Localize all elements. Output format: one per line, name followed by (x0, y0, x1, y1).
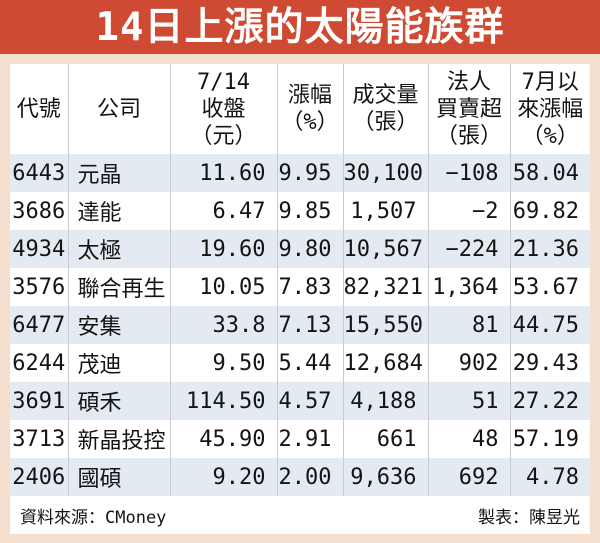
cell-volume: 30,100 (343, 154, 429, 192)
page-title: 14日上漲的太陽能族群 (95, 4, 505, 50)
table-footer: 資料來源：CMoney 製表：陳昱光 (10, 496, 590, 534)
cell-july-change: 53.67 (510, 268, 590, 306)
cell-july-change: 58.04 (510, 154, 590, 192)
cell-july-change: 29.43 (510, 344, 590, 382)
cell-volume: 4,188 (343, 382, 429, 420)
column-header-institutional-net: 法人 買賣超 （張） (428, 64, 511, 154)
cell-company: 太極 (68, 230, 171, 268)
cell-change-pct: 9.80 (277, 230, 344, 268)
cell-close: 11.60 (170, 154, 278, 192)
header-row: 代號 公司 7/14 收盤 （元） 漲幅 （%） 成交量 （張） 法人 買賣超 … (10, 64, 590, 154)
table-row: 2406 國碩 9.20 2.00 9,636 692 4.78 (10, 458, 590, 496)
cell-close: 10.05 (170, 268, 278, 306)
column-header-july-change: 7月以 來漲幅 （%） (510, 64, 590, 154)
cell-institutional-net: 51 (428, 382, 511, 420)
cell-volume: 82,321 (343, 268, 429, 306)
cell-code: 3713 (10, 420, 69, 458)
column-header-company: 公司 (68, 64, 171, 154)
cell-institutional-net: 692 (428, 458, 511, 496)
table-header: 代號 公司 7/14 收盤 （元） 漲幅 （%） 成交量 （張） 法人 買賣超 … (10, 64, 590, 154)
cell-code: 2406 (10, 458, 69, 496)
cell-volume: 12,684 (343, 344, 429, 382)
cell-july-change: 44.75 (510, 306, 590, 344)
source-note: 資料來源：CMoney (20, 507, 167, 528)
table-row: 6443 元晶 11.60 9.95 30,100 −108 58.04 (10, 154, 590, 192)
cell-volume: 15,550 (343, 306, 429, 344)
table-row: 3713 新晶投控 45.90 2.91 661 48 57.19 (10, 420, 590, 458)
cell-close: 9.20 (170, 458, 278, 496)
table-row: 3576 聯合再生 10.05 7.83 82,321 1,364 53.67 (10, 268, 590, 306)
cell-volume: 661 (343, 420, 429, 458)
cell-close: 6.47 (170, 192, 278, 230)
cell-july-change: 21.36 (510, 230, 590, 268)
cell-institutional-net: 1,364 (428, 268, 511, 306)
title-banner: 14日上漲的太陽能族群 (0, 0, 600, 54)
cell-code: 3576 (10, 268, 69, 306)
credit-note: 製表：陳昱光 (478, 507, 580, 528)
table-body: 6443 元晶 11.60 9.95 30,100 −108 58.04 368… (10, 154, 590, 496)
cell-close: 9.50 (170, 344, 278, 382)
cell-change-pct: 4.57 (277, 382, 344, 420)
cell-july-change: 69.82 (510, 192, 590, 230)
cell-company: 茂迪 (68, 344, 171, 382)
cell-change-pct: 7.83 (277, 268, 344, 306)
cell-company: 元晶 (68, 154, 171, 192)
cell-change-pct: 5.44 (277, 344, 344, 382)
cell-institutional-net: −2 (428, 192, 511, 230)
table-row: 3691 碩禾 114.50 4.57 4,188 51 27.22 (10, 382, 590, 420)
cell-institutional-net: −108 (428, 154, 511, 192)
cell-institutional-net: 48 (428, 420, 511, 458)
table-row: 3686 達能 6.47 9.85 1,507 −2 69.82 (10, 192, 590, 230)
cell-close: 114.50 (170, 382, 278, 420)
column-header-change-pct: 漲幅 （%） (277, 64, 344, 154)
column-header-volume: 成交量 （張） (343, 64, 429, 154)
table-row: 6244 茂迪 9.50 5.44 12,684 902 29.43 (10, 344, 590, 382)
cell-volume: 10,567 (343, 230, 429, 268)
table-row: 4934 太極 19.60 9.80 10,567 −224 21.36 (10, 230, 590, 268)
column-header-code: 代號 (10, 64, 69, 154)
cell-company: 碩禾 (68, 382, 171, 420)
cell-july-change: 4.78 (510, 458, 590, 496)
cell-code: 3691 (10, 382, 69, 420)
cell-close: 33.8 (170, 306, 278, 344)
cell-company: 達能 (68, 192, 171, 230)
cell-close: 45.90 (170, 420, 278, 458)
cell-code: 6244 (10, 344, 69, 382)
cell-july-change: 27.22 (510, 382, 590, 420)
column-header-close: 7/14 收盤 （元） (170, 64, 278, 154)
cell-change-pct: 2.91 (277, 420, 344, 458)
cell-change-pct: 9.95 (277, 154, 344, 192)
cell-july-change: 57.19 (510, 420, 590, 458)
cell-company: 國碩 (68, 458, 171, 496)
cell-institutional-net: 81 (428, 306, 511, 344)
cell-company: 聯合再生 (68, 268, 171, 306)
cell-change-pct: 2.00 (277, 458, 344, 496)
cell-code: 6443 (10, 154, 69, 192)
cell-close: 19.60 (170, 230, 278, 268)
cell-code: 4934 (10, 230, 69, 268)
cell-code: 3686 (10, 192, 69, 230)
stock-table: 代號 公司 7/14 收盤 （元） 漲幅 （%） 成交量 （張） 法人 買賣超 … (10, 64, 590, 496)
cell-code: 6477 (10, 306, 69, 344)
cell-company: 安集 (68, 306, 171, 344)
cell-volume: 1,507 (343, 192, 429, 230)
cell-company: 新晶投控 (68, 420, 171, 458)
cell-change-pct: 7.13 (277, 306, 344, 344)
cell-change-pct: 9.85 (277, 192, 344, 230)
stock-table-container: 代號 公司 7/14 收盤 （元） 漲幅 （%） 成交量 （張） 法人 買賣超 … (10, 64, 590, 534)
table-row: 6477 安集 33.8 7.13 15,550 81 44.75 (10, 306, 590, 344)
cell-volume: 9,636 (343, 458, 429, 496)
cell-institutional-net: −224 (428, 230, 511, 268)
cell-institutional-net: 902 (428, 344, 511, 382)
